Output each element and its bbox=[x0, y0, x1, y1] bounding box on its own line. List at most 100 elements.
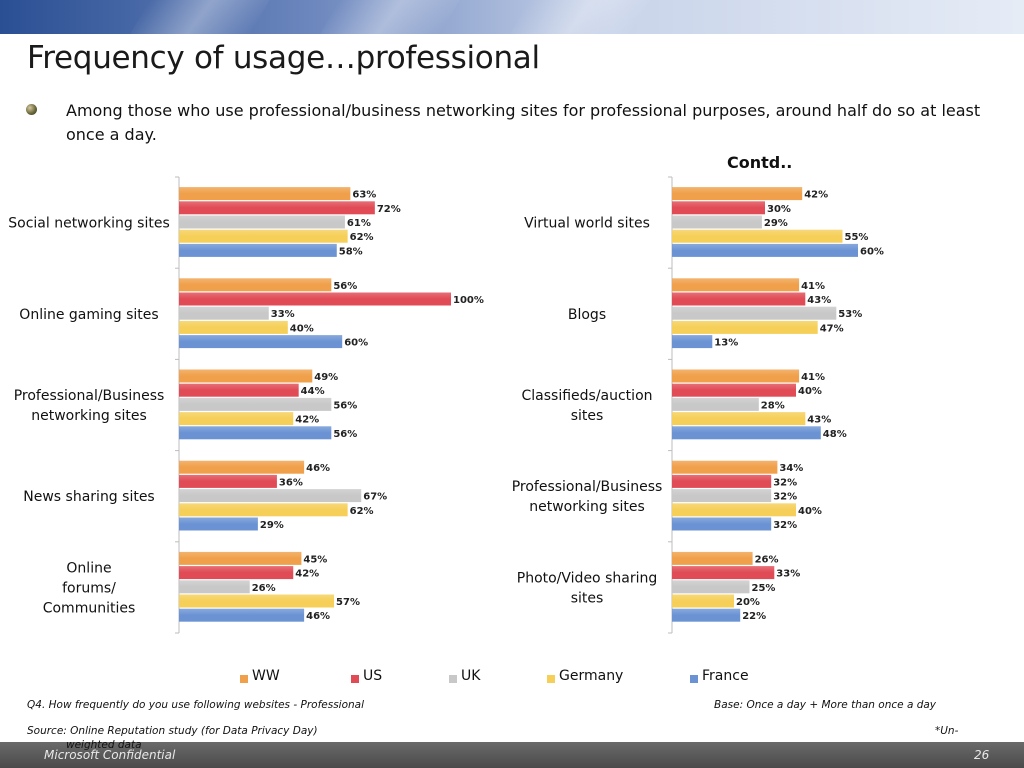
chart-0-bar-online-forums-communities-uk bbox=[179, 580, 250, 594]
chart-1-data-label-professional-business-networking-sites-ww: 34% bbox=[779, 463, 803, 474]
chart-0-data-label-news-sharing-sites-ww: 46% bbox=[306, 463, 330, 474]
chart-1-category-label-professional-business-networking-sites: Professional/Business networking sites bbox=[512, 479, 663, 515]
chart-0-category-label-social-networking-sites: Social networking sites bbox=[8, 216, 170, 232]
chart-0-data-label-online-forums-communities-france: 46% bbox=[306, 611, 330, 622]
legend-label-germany: Germany bbox=[559, 668, 624, 684]
chart-1-category-label-virtual-world-sites: Virtual world sites bbox=[524, 216, 650, 232]
legend-label-uk: UK bbox=[461, 668, 481, 684]
chart-1-data-label-photo-video-sharing-sites-germany: 20% bbox=[736, 597, 760, 608]
chart-1-data-label-professional-business-networking-sites-france: 32% bbox=[773, 520, 797, 531]
chart-0-bar-online-gaming-sites-us bbox=[179, 292, 451, 306]
chart-1-bar-photo-video-sharing-sites-france bbox=[672, 608, 741, 622]
legend-swatch-uk bbox=[449, 675, 457, 683]
unweighted-note: *Un- bbox=[935, 725, 959, 737]
chart-0-bar-social-networking-sites-uk bbox=[179, 215, 345, 229]
chart-1-bar-virtual-world-sites-ww bbox=[672, 187, 803, 201]
chart-0-bar-social-networking-sites-germany bbox=[179, 229, 348, 243]
chart-1-data-label-photo-video-sharing-sites-uk: 25% bbox=[752, 583, 776, 594]
chart-0-bar-news-sharing-sites-ww bbox=[179, 460, 305, 474]
contd-label: Contd.. bbox=[727, 153, 793, 172]
chart-0-data-label-social-networking-sites-ww: 63% bbox=[352, 190, 376, 201]
chart-1-bar-virtual-world-sites-germany bbox=[672, 229, 843, 243]
chart-1-data-label-professional-business-networking-sites-uk: 32% bbox=[773, 492, 797, 503]
chart-1-data-label-blogs-germany: 47% bbox=[820, 323, 844, 334]
chart-0-data-label-professional-business-networking-sites-france: 56% bbox=[333, 429, 357, 440]
chart-1-bar-professional-business-networking-sites-germany bbox=[672, 503, 796, 517]
chart-0-bar-professional-business-networking-sites-germany bbox=[179, 412, 294, 426]
chart-0-data-label-professional-business-networking-sites-us: 44% bbox=[301, 386, 325, 397]
chart-0-bar-online-forums-communities-us bbox=[179, 566, 294, 580]
chart-1-data-label-blogs-france: 13% bbox=[714, 338, 738, 349]
chart-0-data-label-online-gaming-sites-ww: 56% bbox=[333, 281, 357, 292]
chart-0-bar-online-gaming-sites-france bbox=[179, 335, 343, 349]
bullet-text: Among those who use professional/busines… bbox=[66, 101, 981, 144]
chart-0-bar-professional-business-networking-sites-uk bbox=[179, 397, 332, 411]
header-banner bbox=[0, 0, 1024, 34]
chart-0-bar-professional-business-networking-sites-ww bbox=[179, 369, 313, 383]
chart-0-data-label-online-forums-communities-us: 42% bbox=[295, 569, 319, 580]
chart-0-bar-news-sharing-sites-uk bbox=[179, 489, 362, 503]
chart-1-data-label-virtual-world-sites-us: 30% bbox=[767, 204, 791, 215]
chart-1-bar-blogs-uk bbox=[672, 306, 837, 320]
chart-1-bar-blogs-france bbox=[672, 335, 713, 349]
chart-1-bar-classifieds-auction-sites-france bbox=[672, 426, 821, 440]
chart-1-bar-classifieds-auction-sites-us bbox=[672, 383, 796, 397]
base-note: Base: Once a day + More than once a day bbox=[714, 699, 937, 711]
chart-1-category-label-classifieds-auction-sites: Classifieds/auction sites bbox=[521, 388, 652, 424]
legend-label-france: France bbox=[702, 668, 749, 684]
legend-label-us: US bbox=[363, 668, 383, 684]
chart-1-bar-photo-video-sharing-sites-us bbox=[672, 566, 775, 580]
bullet-icon bbox=[26, 104, 37, 115]
chart-1-category-label-photo-video-sharing-sites: Photo/Video sharing sites bbox=[517, 570, 657, 606]
chart-1-bar-virtual-world-sites-uk bbox=[672, 215, 762, 229]
chart-0-bar-social-networking-sites-france bbox=[179, 243, 337, 257]
chart-1-bar-classifieds-auction-sites-uk bbox=[672, 397, 759, 411]
chart-1-bar-classifieds-auction-sites-germany bbox=[672, 412, 806, 426]
chart-1-data-label-classifieds-auction-sites-us: 40% bbox=[798, 386, 822, 397]
chart-1-bar-blogs-germany bbox=[672, 320, 818, 334]
chart-1-bar-photo-video-sharing-sites-uk bbox=[672, 580, 750, 594]
chart-0-data-label-professional-business-networking-sites-ww: 49% bbox=[314, 372, 338, 383]
chart-1-data-label-photo-video-sharing-sites-ww: 26% bbox=[755, 554, 779, 565]
chart-0-data-label-professional-business-networking-sites-germany: 42% bbox=[295, 415, 319, 426]
chart-0-data-label-online-gaming-sites-germany: 40% bbox=[290, 323, 314, 334]
legend-swatch-germany bbox=[547, 675, 555, 683]
chart-1-data-label-virtual-world-sites-germany: 55% bbox=[845, 232, 869, 243]
chart-1-bar-blogs-ww bbox=[672, 278, 800, 292]
chart-1-data-label-virtual-world-sites-france: 60% bbox=[860, 246, 884, 257]
chart-0-bar-online-gaming-sites-ww bbox=[179, 278, 332, 292]
chart-0-data-label-social-networking-sites-germany: 62% bbox=[350, 232, 374, 243]
chart-1-data-label-photo-video-sharing-sites-france: 22% bbox=[742, 611, 766, 622]
chart-1-data-label-virtual-world-sites-uk: 29% bbox=[764, 218, 788, 229]
chart-1-data-label-classifieds-auction-sites-ww: 41% bbox=[801, 372, 825, 383]
chart-0-data-label-news-sharing-sites-uk: 67% bbox=[363, 492, 387, 503]
chart-0-data-label-social-networking-sites-france: 58% bbox=[339, 246, 363, 257]
chart-0-data-label-online-gaming-sites-france: 60% bbox=[344, 338, 368, 349]
chart-0-bar-news-sharing-sites-germany bbox=[179, 503, 348, 517]
chart-0-bar-news-sharing-sites-france bbox=[179, 517, 258, 531]
chart-1-bar-classifieds-auction-sites-ww bbox=[672, 369, 800, 383]
legend-swatch-us bbox=[351, 675, 359, 683]
chart-0-data-label-online-forums-communities-ww: 45% bbox=[303, 554, 327, 565]
unweighted-note-cont: weighted data bbox=[66, 739, 142, 751]
chart-0-data-label-social-networking-sites-uk: 61% bbox=[347, 218, 371, 229]
chart-0-data-label-online-gaming-sites-uk: 33% bbox=[271, 309, 295, 320]
chart-1-data-label-photo-video-sharing-sites-us: 33% bbox=[776, 569, 800, 580]
chart-0-data-label-online-forums-communities-germany: 57% bbox=[336, 597, 360, 608]
chart-0-bar-professional-business-networking-sites-us bbox=[179, 383, 299, 397]
chart-0-data-label-social-networking-sites-us: 72% bbox=[377, 204, 401, 215]
chart-1-data-label-virtual-world-sites-ww: 42% bbox=[804, 190, 828, 201]
chart-1-bar-professional-business-networking-sites-ww bbox=[672, 460, 778, 474]
question-note: Q4. How frequently do you use following … bbox=[27, 699, 365, 711]
bar-charts: Social networking sites 63%72% 61% 62% 58% On… bbox=[8, 176, 884, 634]
page-title: Frequency of usage…professional bbox=[27, 40, 540, 76]
source-note: Source: Online Reputation study (for Dat… bbox=[27, 725, 318, 737]
chart-1-bar-virtual-world-sites-france bbox=[672, 243, 858, 257]
chart-1-bar-virtual-world-sites-us bbox=[672, 201, 765, 215]
chart-0-bar-online-gaming-sites-germany bbox=[179, 320, 288, 334]
chart-1-data-label-classifieds-auction-sites-uk: 28% bbox=[761, 400, 785, 411]
chart-1-category-label-blogs: Blogs bbox=[568, 307, 606, 323]
chart-0-category-label-online-gaming-sites: Online gaming sites bbox=[19, 307, 158, 323]
chart-0-bar-social-networking-sites-us bbox=[179, 201, 375, 215]
chart-1-data-label-classifieds-auction-sites-germany: 43% bbox=[807, 415, 831, 426]
